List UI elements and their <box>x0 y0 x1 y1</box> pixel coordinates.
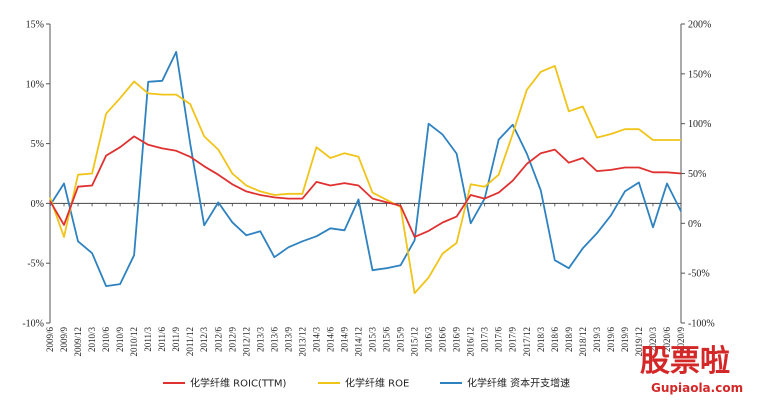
x-tick-label: 2012/6 <box>213 327 223 353</box>
x-tick-label: 2020/3 <box>648 327 658 353</box>
right-y-axis: 200% 150% 100% 50% 0% -50% -100% <box>681 20 715 330</box>
x-tick-label: 2011/3 <box>143 327 153 352</box>
x-tick-label: 2020/9 <box>676 327 686 353</box>
x-tick-label: 2011/9 <box>171 327 181 352</box>
right-y-tick-label: 200% <box>688 20 711 31</box>
right-y-tick-label: 0% <box>688 219 701 230</box>
x-axis-tick-labels: 2009/6 2009/9 2009/12 2010/3 2010/6 2010/9 201… <box>45 327 686 357</box>
x-tick-label: 2016/12 <box>466 327 476 357</box>
x-tick-label: 2013/6 <box>269 327 279 353</box>
x-tick-label: 2019/12 <box>634 327 644 357</box>
x-tick-label: 2017/3 <box>480 327 490 353</box>
x-tick-label: 2013/9 <box>283 327 293 353</box>
series-line-2 <box>49 51 682 288</box>
x-tick-label: 2012/9 <box>227 327 237 353</box>
x-tick-label: 2012/12 <box>241 327 251 357</box>
legend-label-2: 化学纤维 资本开支增速 <box>467 377 570 390</box>
x-tick-label: 2018/6 <box>550 327 560 353</box>
legend: 化学纤维 ROIC(TTM) 化学纤维 ROE 化学纤维 资本开支增速 <box>163 377 570 390</box>
x-tick-label: 2013/3 <box>255 327 265 353</box>
x-tick-label: 2009/9 <box>59 327 69 353</box>
series-line-1 <box>49 65 681 295</box>
x-tick-label: 2018/3 <box>536 327 546 353</box>
legend-label-0: 化学纤维 ROIC(TTM) <box>190 377 286 390</box>
x-tick-label: 2018/12 <box>578 327 588 357</box>
left-y-tick-label: -10% <box>22 319 44 330</box>
x-tick-label: 2010/3 <box>87 327 97 353</box>
right-y-tick-label: -100% <box>688 319 715 330</box>
x-tick-label: 2017/9 <box>508 327 518 353</box>
x-tick-label: 2010/9 <box>115 327 125 353</box>
x-tick-label: 2019/3 <box>592 327 602 353</box>
x-tick-label: 2010/12 <box>129 327 139 357</box>
series-line-0 <box>49 135 682 238</box>
x-tick-label: 2011/12 <box>185 327 195 356</box>
right-y-tick-label: 150% <box>688 69 711 80</box>
x-tick-label: 2010/6 <box>101 327 111 353</box>
series-lines <box>49 51 682 295</box>
x-tick-label: 2016/6 <box>438 327 448 353</box>
legend-label-1: 化学纤维 ROE <box>345 377 409 390</box>
x-tick-label: 2016/9 <box>452 327 462 353</box>
x-tick-label: 2014/9 <box>339 327 349 353</box>
right-y-tick-label: -50% <box>688 269 710 280</box>
left-y-tick-label: 15% <box>26 20 44 31</box>
left-y-tick-label: 0% <box>31 199 44 210</box>
x-tick-label: 2016/3 <box>424 327 434 353</box>
x-tick-label: 2020/6 <box>662 327 672 353</box>
watermark-main-text: 股票啦 <box>640 344 730 379</box>
x-tick-label: 2015/3 <box>368 327 378 353</box>
x-tick-label: 2009/12 <box>73 327 83 357</box>
right-y-tick-label: 100% <box>688 119 711 130</box>
x-tick-label: 2015/6 <box>382 327 392 353</box>
x-tick-label: 2019/9 <box>620 327 630 353</box>
x-tick-label: 2018/9 <box>564 327 574 353</box>
x-tick-label: 2014/3 <box>311 327 321 353</box>
x-tick-label: 2013/12 <box>297 327 307 357</box>
x-tick-label: 2019/6 <box>606 327 616 353</box>
left-y-tick-label: 5% <box>31 139 44 150</box>
x-tick-label: 2012/3 <box>199 327 209 353</box>
x-tick-label: 2014/6 <box>325 327 335 353</box>
x-tick-label: 2014/12 <box>353 327 363 357</box>
left-y-tick-label: -5% <box>27 259 44 270</box>
watermark-sub-text: Gupiaola.com <box>651 381 743 395</box>
x-tick-label: 2017/12 <box>522 327 532 357</box>
x-tick-label: 2009/6 <box>45 327 55 353</box>
watermark: 股票啦 Gupiaola.com <box>640 344 743 395</box>
right-y-tick-label: 50% <box>688 169 706 180</box>
left-y-axis: 15% 10% 5% 0% -5% -10% <box>22 20 50 330</box>
left-y-tick-label: 10% <box>26 79 44 90</box>
x-tick-label: 2015/12 <box>410 327 420 357</box>
x-tick-label: 2011/6 <box>157 327 167 352</box>
x-tick-label: 2017/6 <box>494 327 504 353</box>
x-tick-label: 2015/9 <box>396 327 406 353</box>
